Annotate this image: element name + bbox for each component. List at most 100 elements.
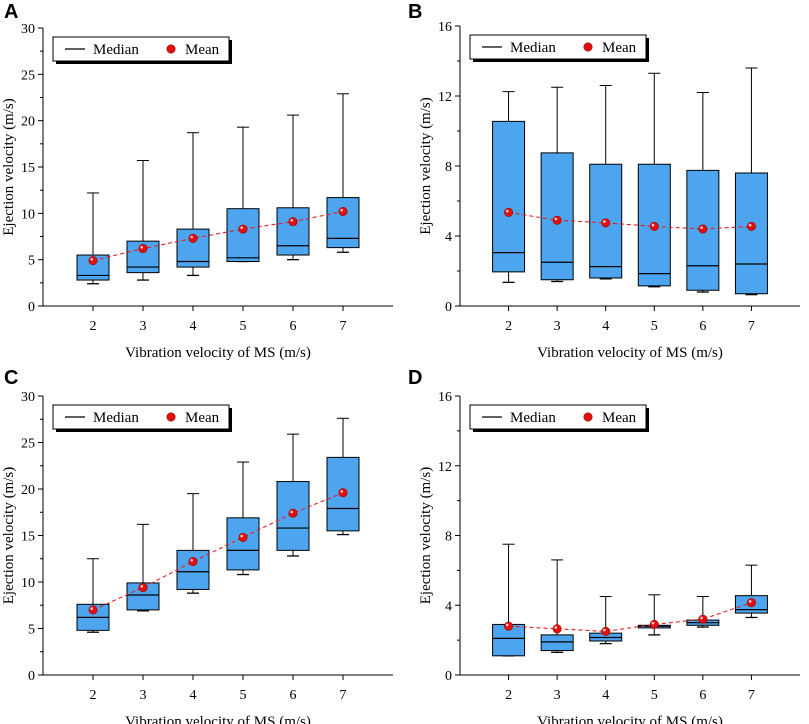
mean-marker xyxy=(88,256,98,266)
legend-mean-swatch xyxy=(583,412,593,422)
mean-marker xyxy=(552,215,562,225)
mean-marker xyxy=(552,624,562,634)
y-tick-label: 16 xyxy=(438,390,452,405)
panel-letter: C xyxy=(4,367,18,389)
y-tick-label: 0 xyxy=(445,300,452,315)
x-tick-label: 7 xyxy=(340,319,347,334)
x-tick-label: 7 xyxy=(340,688,347,703)
legend-mean-swatch xyxy=(166,44,176,54)
mean-marker xyxy=(504,207,514,217)
mean-marker-highlight xyxy=(90,607,93,610)
x-tick-label: 5 xyxy=(651,319,658,334)
y-tick-label: 8 xyxy=(445,530,452,545)
y-axis-label: Ejection velocity (m/s) xyxy=(418,467,434,604)
box-iqr xyxy=(540,634,574,652)
mean-marker xyxy=(746,221,756,231)
mean-marker xyxy=(698,614,708,624)
mean-marker xyxy=(601,218,611,228)
x-tick-label: 3 xyxy=(554,319,561,334)
box-5 xyxy=(637,72,671,288)
panel-c: C 0 5 10 15 20 25 30 2 3 4 5 6 7 Vibration velocity of… xyxy=(1,367,393,724)
mean-marker xyxy=(188,233,198,243)
mean-marker xyxy=(698,224,708,234)
mean-marker xyxy=(746,598,756,608)
mean-marker xyxy=(238,224,248,234)
box-2 xyxy=(492,543,526,657)
mean-trend-line xyxy=(92,492,344,611)
x-axis-label: Vibration velocity of MS (m/s) xyxy=(125,345,311,361)
y-axis-label: Ejection velocity (m/s) xyxy=(1,467,17,604)
box-4 xyxy=(589,85,623,280)
mean-marker xyxy=(188,557,198,567)
x-tick-label: 3 xyxy=(140,688,147,703)
legend-mean-label: Mean xyxy=(185,42,220,58)
panel-a: A 0 5 10 15 20 25 30 2 3 4 5 6 7 Vibration velocity of… xyxy=(1,1,393,361)
y-tick-label: 12 xyxy=(438,90,452,105)
x-axis-label: Vibration velocity of MS (m/s) xyxy=(537,714,723,724)
box-2 xyxy=(492,91,526,284)
box-5 xyxy=(226,126,260,263)
legend-mean-label: Mean xyxy=(185,410,220,426)
x-tick-label: 3 xyxy=(140,319,147,334)
y-tick-label: 20 xyxy=(21,115,35,130)
mean-marker xyxy=(649,619,659,629)
mean-marker xyxy=(88,605,98,615)
box-4 xyxy=(176,493,210,594)
box-iqr xyxy=(492,120,526,273)
mean-trend-line xyxy=(508,211,752,230)
y-axis-label: Ejection velocity (m/s) xyxy=(418,97,434,234)
mean-marker-highlight xyxy=(603,220,606,223)
box-7 xyxy=(734,67,768,296)
box-7 xyxy=(326,93,360,253)
y-tick-label: 4 xyxy=(445,230,452,245)
mean-trend-line xyxy=(508,602,752,632)
box-2 xyxy=(76,192,110,285)
box-4 xyxy=(176,132,210,277)
mean-marker-highlight xyxy=(554,217,558,221)
box-3 xyxy=(126,160,160,281)
box-7 xyxy=(734,564,768,619)
x-tick-label: 6 xyxy=(290,319,297,334)
box-iqr xyxy=(540,152,574,281)
mean-marker-highlight xyxy=(240,534,243,538)
mean-marker-highlight xyxy=(140,245,143,249)
mean-marker xyxy=(138,244,148,254)
box-iqr xyxy=(226,517,260,571)
mean-marker-highlight xyxy=(190,558,193,562)
mean-marker-highlight xyxy=(700,616,703,620)
x-tick-label: 5 xyxy=(240,688,247,703)
mean-marker-highlight xyxy=(603,628,606,632)
legend: Median Mean xyxy=(469,404,649,432)
y-tick-label: 15 xyxy=(21,530,35,545)
y-tick-label: 30 xyxy=(21,390,35,405)
box-3 xyxy=(126,523,160,612)
mean-trend-line xyxy=(92,210,344,262)
y-tick-label: 20 xyxy=(21,483,35,498)
y-tick-label: 5 xyxy=(28,623,35,638)
y-tick-label: 0 xyxy=(28,669,35,684)
mean-marker-highlight xyxy=(340,490,344,493)
mean-marker xyxy=(601,626,611,636)
box-6 xyxy=(686,92,720,293)
mean-marker-highlight xyxy=(240,226,243,230)
y-axis-label: Ejection velocity (m/s) xyxy=(1,98,17,235)
mean-marker xyxy=(649,221,659,231)
box-iqr xyxy=(734,172,768,295)
y-tick-label: 25 xyxy=(21,437,35,452)
y-tick-label: 25 xyxy=(21,68,35,83)
x-tick-label: 4 xyxy=(190,688,197,703)
y-tick-label: 30 xyxy=(21,22,35,37)
x-tick-label: 2 xyxy=(505,319,512,334)
box-iqr xyxy=(276,207,310,256)
x-tick-label: 5 xyxy=(651,688,658,703)
x-tick-label: 6 xyxy=(290,688,297,703)
box-iqr xyxy=(226,208,260,263)
box-5 xyxy=(226,461,260,576)
mean-marker-highlight xyxy=(651,621,655,625)
y-tick-label: 16 xyxy=(438,20,452,35)
box-6 xyxy=(276,433,310,557)
panel-letter: B xyxy=(408,1,422,23)
mean-marker-highlight xyxy=(700,226,703,229)
x-tick-label: 7 xyxy=(748,688,755,703)
